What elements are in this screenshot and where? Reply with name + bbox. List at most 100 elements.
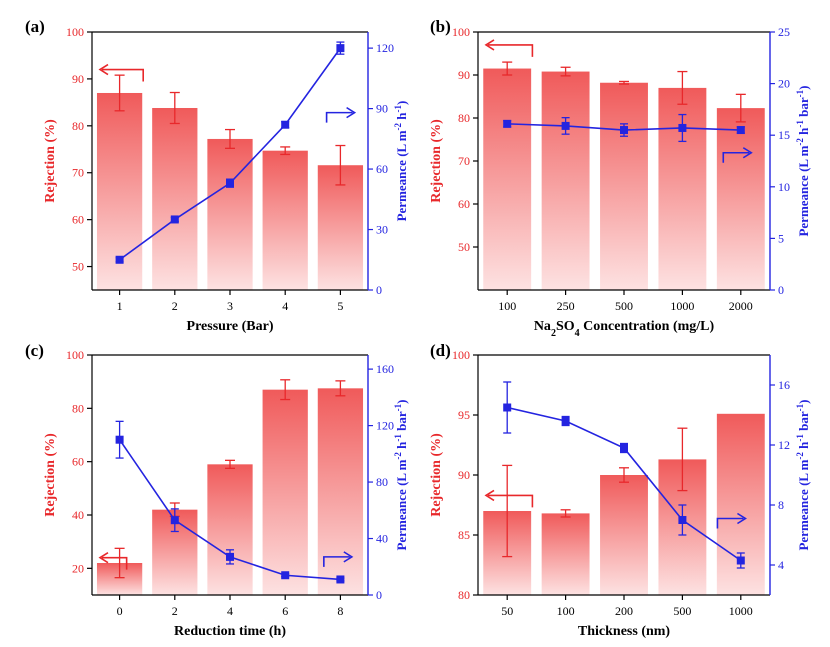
x-tick-label: 50 — [501, 604, 513, 618]
permeance-point — [226, 179, 234, 188]
right-axis-title: Permeance (L m-2 h-1) — [393, 101, 409, 222]
x-tick-label: 1000 — [729, 604, 753, 618]
permeance-point — [281, 571, 290, 580]
right-tick-label: 90 — [376, 102, 388, 116]
x-axis-title: Reduction time (h) — [174, 624, 286, 639]
left-arrowhead — [98, 63, 109, 76]
permeance-point — [115, 255, 124, 264]
x-tick-label: 4 — [282, 299, 288, 313]
left-tick-label: 100 — [452, 25, 470, 39]
permeance-point — [561, 417, 570, 425]
x-tick-label: 1 — [117, 299, 123, 313]
right-tick-label: 4 — [778, 558, 784, 572]
left-tick-label: 60 — [458, 197, 470, 211]
panel-a: (a) 50 60 70 80 90 100 0 30 60 90 120 1 2 3 4 5 Pressure … — [25, 17, 409, 334]
left-tick-label: 60 — [72, 455, 84, 469]
x-tick-label: 2000 — [729, 299, 753, 313]
left-indicator-arrow — [102, 68, 144, 82]
x-tick-label: 3 — [227, 299, 233, 313]
permeance-point — [281, 120, 290, 129]
rejection-bar — [152, 107, 198, 290]
left-tick-label: 95 — [458, 408, 470, 422]
right-axis-title: Permeance (L m-2 h-1 bar-1) — [795, 399, 811, 550]
left-tick-label: 70 — [72, 166, 84, 180]
rejection-bar — [483, 68, 532, 290]
right-tick-label: 80 — [376, 475, 388, 489]
right-tick-label: 120 — [376, 419, 394, 433]
rejection-bar — [600, 82, 648, 291]
x-tick-label: 250 — [557, 299, 575, 313]
left-tick-label: 90 — [458, 68, 470, 82]
left-tick-label: 100 — [66, 25, 84, 39]
left-axis-title: Rejection (%) — [429, 433, 444, 517]
panel-label: (a) — [25, 17, 45, 36]
rejection-bar — [716, 108, 765, 290]
right-arrowhead — [343, 551, 354, 563]
right-arrowhead — [742, 147, 753, 159]
left-tick-label: 80 — [458, 111, 470, 125]
left-arrowhead — [484, 489, 495, 502]
permeance-point — [336, 44, 345, 53]
rejection-bar — [317, 388, 364, 595]
right-arrowhead — [737, 512, 747, 525]
right-tick-label: 12 — [778, 438, 790, 452]
left-tick-label: 85 — [458, 528, 470, 542]
left-tick-label: 80 — [72, 401, 84, 415]
left-tick-label: 40 — [72, 508, 84, 522]
x-axis-title: Pressure (Bar) — [187, 319, 274, 334]
x-tick-label: 100 — [498, 299, 516, 313]
left-axis-title: Rejection (%) — [43, 119, 58, 203]
x-tick-label: 100 — [557, 604, 575, 618]
left-tick-label: 70 — [458, 154, 470, 168]
right-tick-label: 16 — [778, 378, 790, 392]
panel-label: (c) — [25, 341, 44, 360]
permeance-point — [678, 123, 687, 132]
x-tick-label: 0 — [117, 604, 123, 618]
right-arrowhead — [346, 106, 357, 119]
rejection-bar — [541, 513, 590, 595]
right-tick-label: 0 — [376, 588, 382, 602]
x-tick-label: 4 — [227, 604, 233, 618]
right-tick-label: 30 — [376, 223, 388, 237]
left-tick-label: 100 — [66, 348, 84, 362]
permeance-point — [678, 516, 687, 524]
x-tick-label: 500 — [673, 604, 691, 618]
x-tick-label: 200 — [615, 604, 633, 618]
right-tick-label: 15 — [778, 128, 790, 142]
x-axis-title: Na2SO4 Concentration (mg/L) — [534, 319, 715, 339]
x-tick-label: 2 — [172, 604, 178, 618]
left-arrowhead — [98, 551, 109, 564]
left-tick-label: 60 — [72, 213, 84, 227]
rejection-bar — [541, 71, 590, 290]
x-tick-label: 500 — [615, 299, 633, 313]
rejection-bar — [207, 464, 253, 595]
panel-d: (d) 80 85 90 95 100 4 8 12 16 50 100 200 500 1000 Thick… — [429, 341, 811, 639]
permeance-point — [736, 126, 745, 135]
right-indicator-arrow — [323, 556, 350, 567]
right-indicator-arrow — [722, 151, 750, 163]
right-axis-title: Permeance (L m-2 h-1 bar-1) — [795, 85, 811, 236]
left-arrowhead — [484, 39, 495, 51]
rejection-bar — [317, 165, 364, 290]
left-tick-label: 50 — [458, 240, 470, 254]
right-tick-label: 25 — [778, 25, 790, 39]
right-tick-label: 60 — [376, 162, 388, 176]
permeance-point — [336, 575, 345, 584]
panel-c: (c) 20 40 60 80 100 0 40 80 120 160 0 2 4 6 8 Reduction … — [25, 341, 409, 639]
panel-label: (b) — [430, 17, 451, 36]
left-indicator-arrow — [488, 494, 534, 508]
right-tick-label: 10 — [778, 180, 790, 194]
right-tick-label: 5 — [778, 231, 784, 245]
rejection-bar — [262, 150, 308, 290]
left-tick-label: 80 — [72, 119, 84, 133]
x-axis-title: Thickness (nm) — [578, 624, 671, 639]
right-indicator-arrow — [716, 517, 744, 529]
left-indicator-arrow — [102, 556, 128, 570]
permeance-point — [170, 516, 179, 525]
right-tick-label: 0 — [778, 283, 784, 297]
right-tick-label: 40 — [376, 532, 388, 546]
right-tick-label: 20 — [778, 77, 790, 91]
rejection-bar — [207, 138, 253, 290]
right-tick-label: 160 — [376, 362, 394, 376]
